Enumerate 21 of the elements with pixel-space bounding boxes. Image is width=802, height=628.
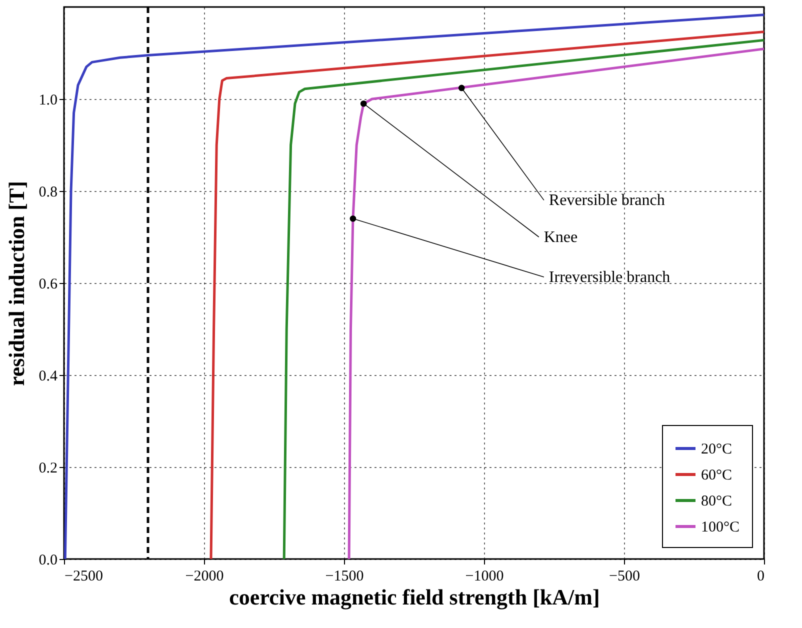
- x-tick-label: −500: [609, 568, 640, 584]
- x-tick-label: 0: [757, 568, 764, 584]
- y-tick-label: 0.0: [38, 552, 58, 568]
- legend-label: 80°C: [701, 494, 732, 510]
- y-tick-label: 0.2: [38, 460, 58, 476]
- x-tick-label: −1000: [465, 568, 504, 584]
- annotation: Irreversible branch: [548, 269, 670, 286]
- y-tick-label: 1.0: [38, 92, 58, 108]
- legend-label: 60°C: [701, 468, 732, 484]
- y-tick-label: 0.6: [38, 276, 58, 292]
- legend-label: 20°C: [701, 442, 732, 458]
- legend-label: 100°C: [701, 520, 740, 536]
- y-tick-label: 0.4: [38, 368, 58, 384]
- annotation: Knee: [544, 229, 578, 246]
- x-tick-label: −1500: [325, 568, 364, 584]
- y-tick-label: 0.8: [38, 184, 58, 200]
- x-tick-label: −2500: [64, 568, 103, 584]
- y-axis-title: residual induction [T]: [4, 181, 29, 386]
- x-tick-label: −2000: [185, 568, 224, 584]
- annotation: Reversible branch: [548, 192, 665, 210]
- x-axis-title: coercive magnetic field strength [kA/m]: [229, 584, 600, 610]
